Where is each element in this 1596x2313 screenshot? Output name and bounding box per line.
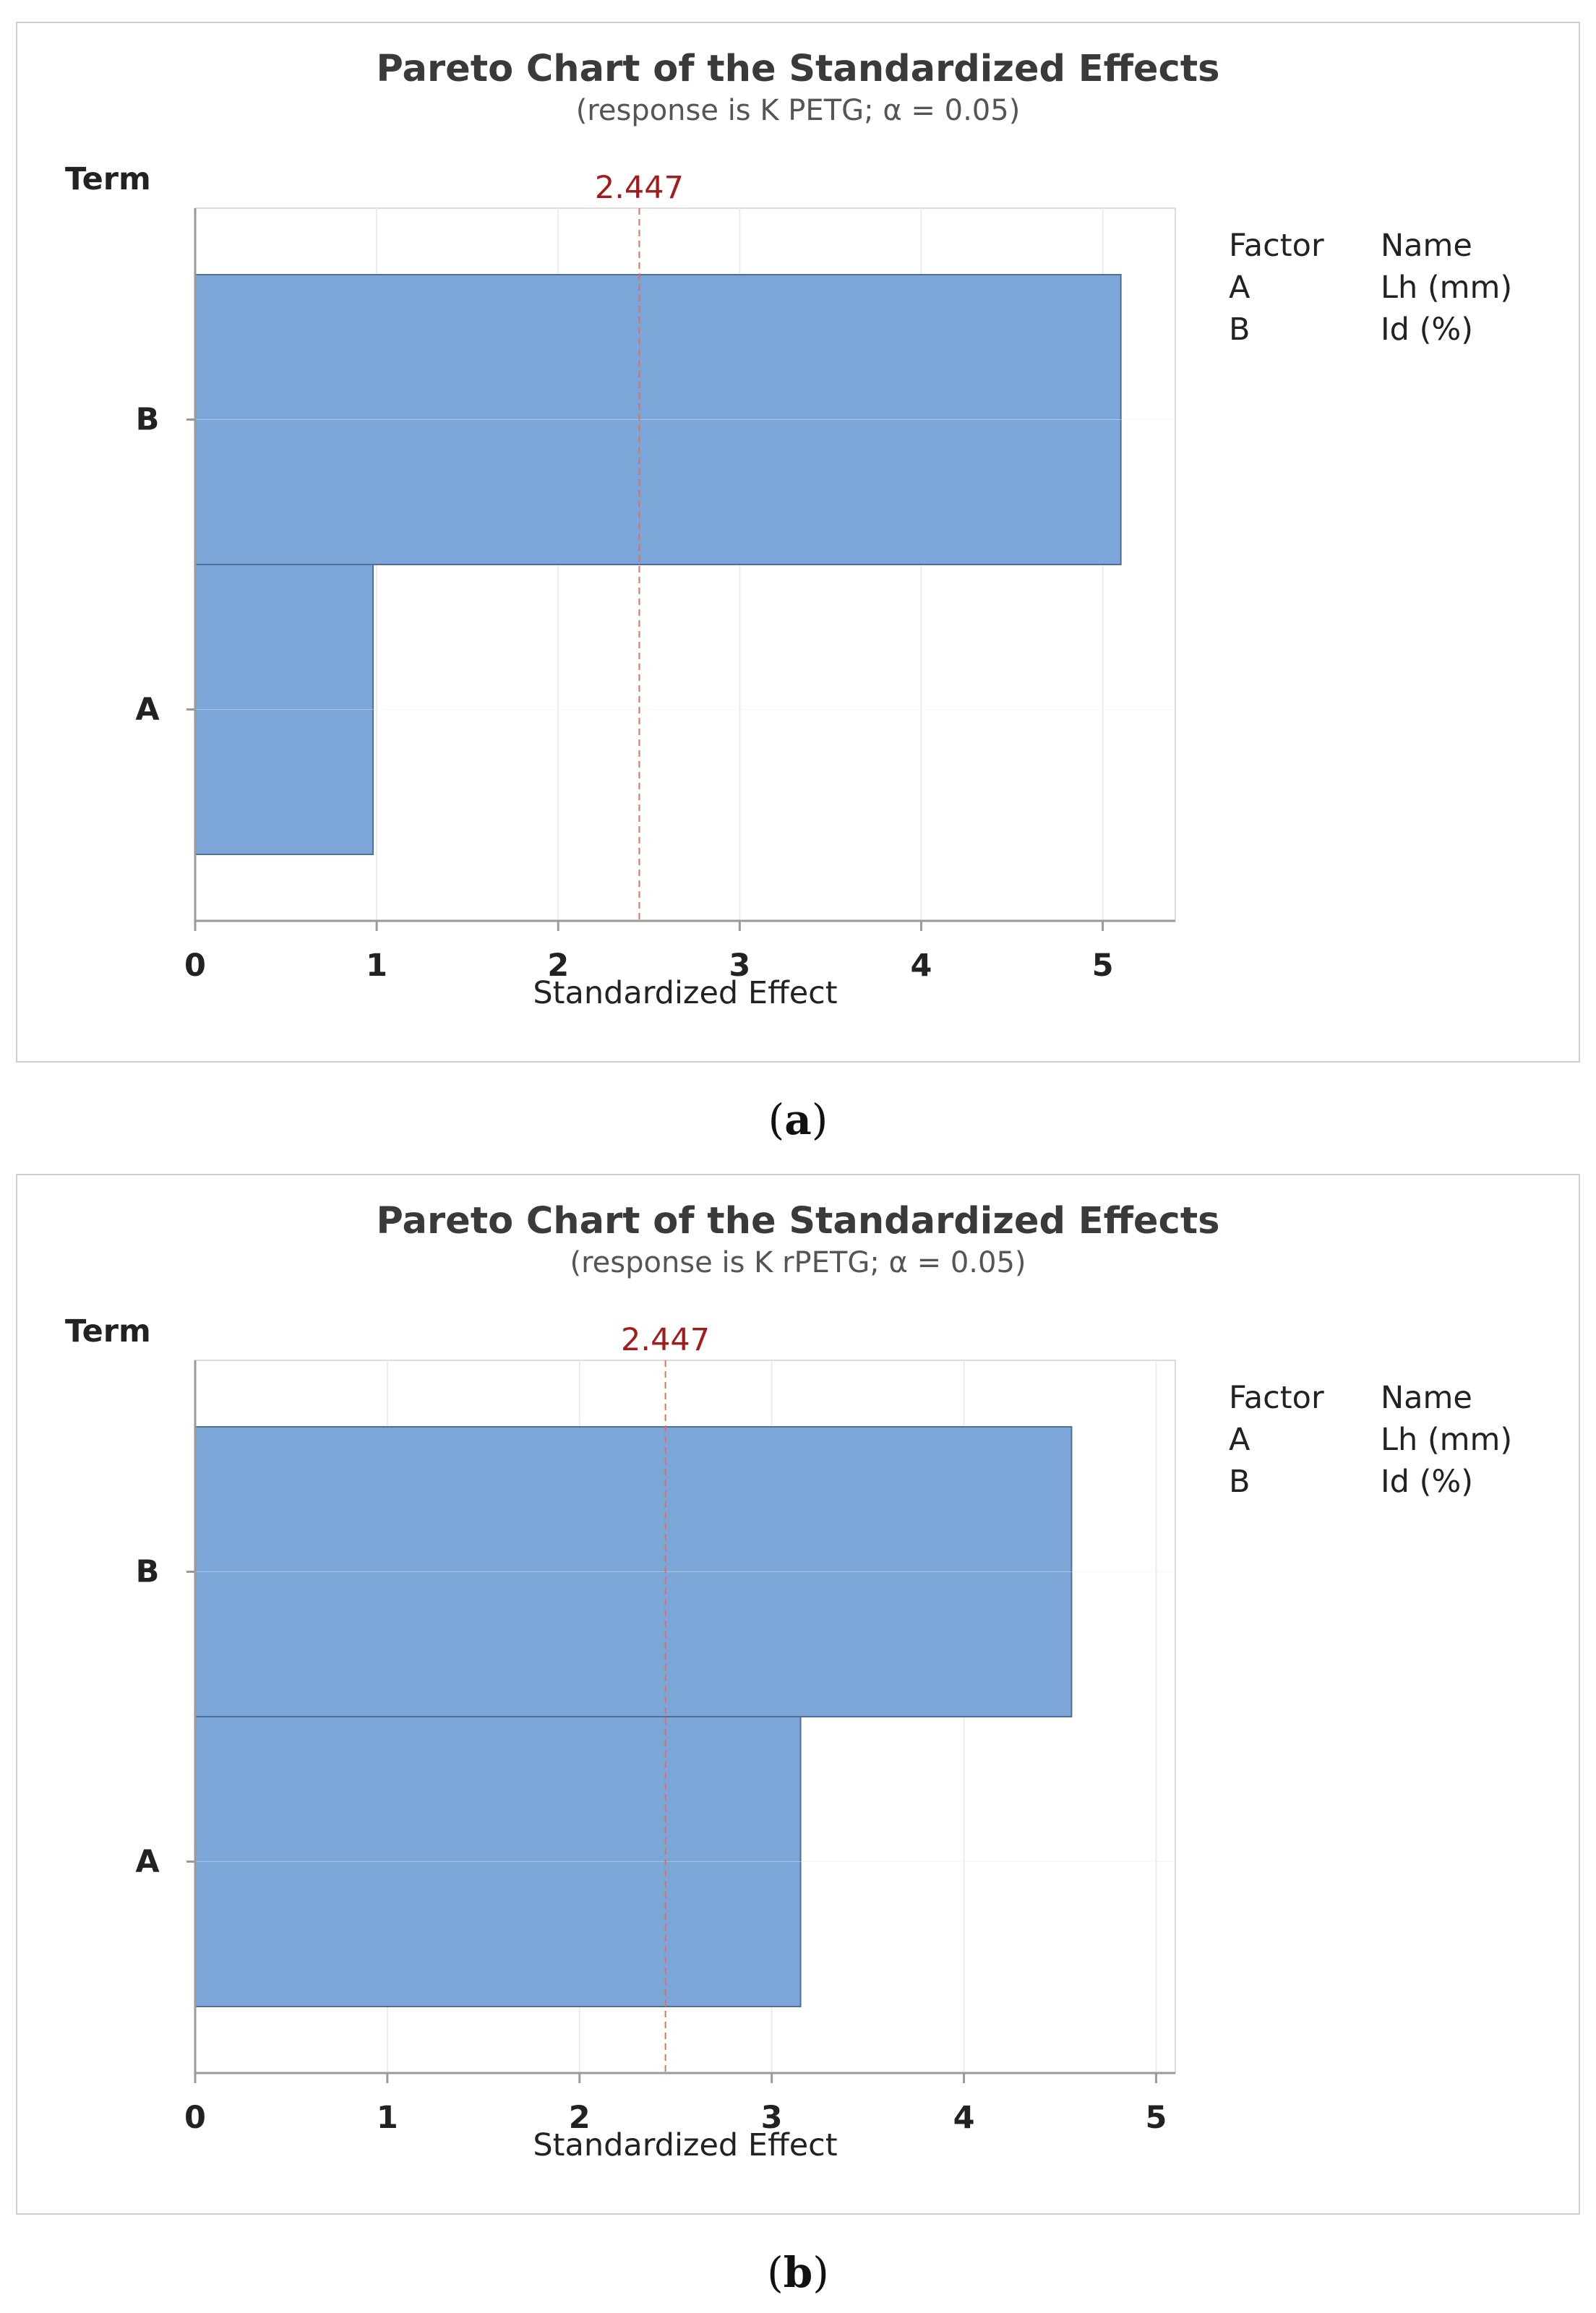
x-tick-label: 5 (1092, 948, 1114, 984)
x-tick-label: 1 (366, 948, 387, 984)
legend-name: Lh (mm) (1381, 1422, 1512, 1458)
x-tick-label: 5 (1145, 2100, 1167, 2136)
legend-factor: B (1229, 1464, 1250, 1500)
legend-factor: A (1229, 1422, 1250, 1458)
reference-line-label: 2.447 (621, 1322, 710, 1358)
y-axis-title: Term (65, 1313, 151, 1349)
figure-caption-b: (b) (767, 2248, 829, 2297)
chart-title: Pareto Chart of the Standardized Effects (377, 48, 1220, 90)
figure-caption-a: (a) (768, 1095, 828, 1144)
caption-letter-a: a (784, 1095, 812, 1144)
legend-factor: B (1229, 312, 1250, 348)
effect-bar-a (194, 564, 374, 855)
chart-panel-b: Pareto Chart of the Standardized Effects… (16, 1174, 1580, 2215)
x-tick-label: 3 (761, 2100, 783, 2136)
chart-panel-a: Pareto Chart of the Standardized Effects… (16, 22, 1580, 1063)
chart-subtitle: (response is K PETG; α = 0.05) (576, 94, 1021, 127)
x-tick-label: 0 (184, 2100, 206, 2136)
pareto-chart-b: Pareto Chart of the Standardized Effects… (65, 1200, 1512, 2163)
x-tick-label: 1 (377, 2100, 398, 2136)
category-label-a: A (135, 692, 160, 728)
x-tick-label: 4 (910, 948, 932, 984)
y-axis-title: Term (65, 161, 151, 197)
legend-header-factor: Factor (1229, 1380, 1324, 1416)
category-label-b: B (136, 1554, 160, 1590)
category-label-b: B (136, 402, 160, 438)
reference-line-label: 2.447 (595, 170, 684, 206)
legend-header-name: Name (1381, 228, 1472, 264)
chart-title: Pareto Chart of the Standardized Effects (377, 1200, 1220, 1243)
legend-name: Id (%) (1381, 1464, 1473, 1500)
legend-name: Id (%) (1381, 312, 1473, 348)
x-tick-label: 2 (569, 2100, 591, 2136)
x-axis-title: Standardized Effect (533, 975, 837, 1011)
x-tick-label: 2 (547, 948, 569, 984)
effect-bar-b (194, 1426, 1073, 1717)
legend-name: Lh (mm) (1381, 270, 1512, 306)
pareto-chart-a: Pareto Chart of the Standardized Effects… (65, 48, 1512, 1011)
x-tick-label: 4 (953, 2100, 975, 2136)
x-axis-title: Standardized Effect (533, 2127, 837, 2163)
chart-subtitle: (response is K rPETG; α = 0.05) (570, 1246, 1026, 1279)
legend-header-name: Name (1381, 1380, 1472, 1416)
effect-bar-a (194, 1716, 802, 2007)
legend-factor: A (1229, 270, 1250, 306)
caption-letter-b: b (783, 2248, 813, 2297)
category-label-a: A (135, 1844, 160, 1880)
x-tick-label: 3 (729, 948, 750, 984)
x-tick-label: 0 (184, 948, 206, 984)
legend-header-factor: Factor (1229, 228, 1324, 264)
